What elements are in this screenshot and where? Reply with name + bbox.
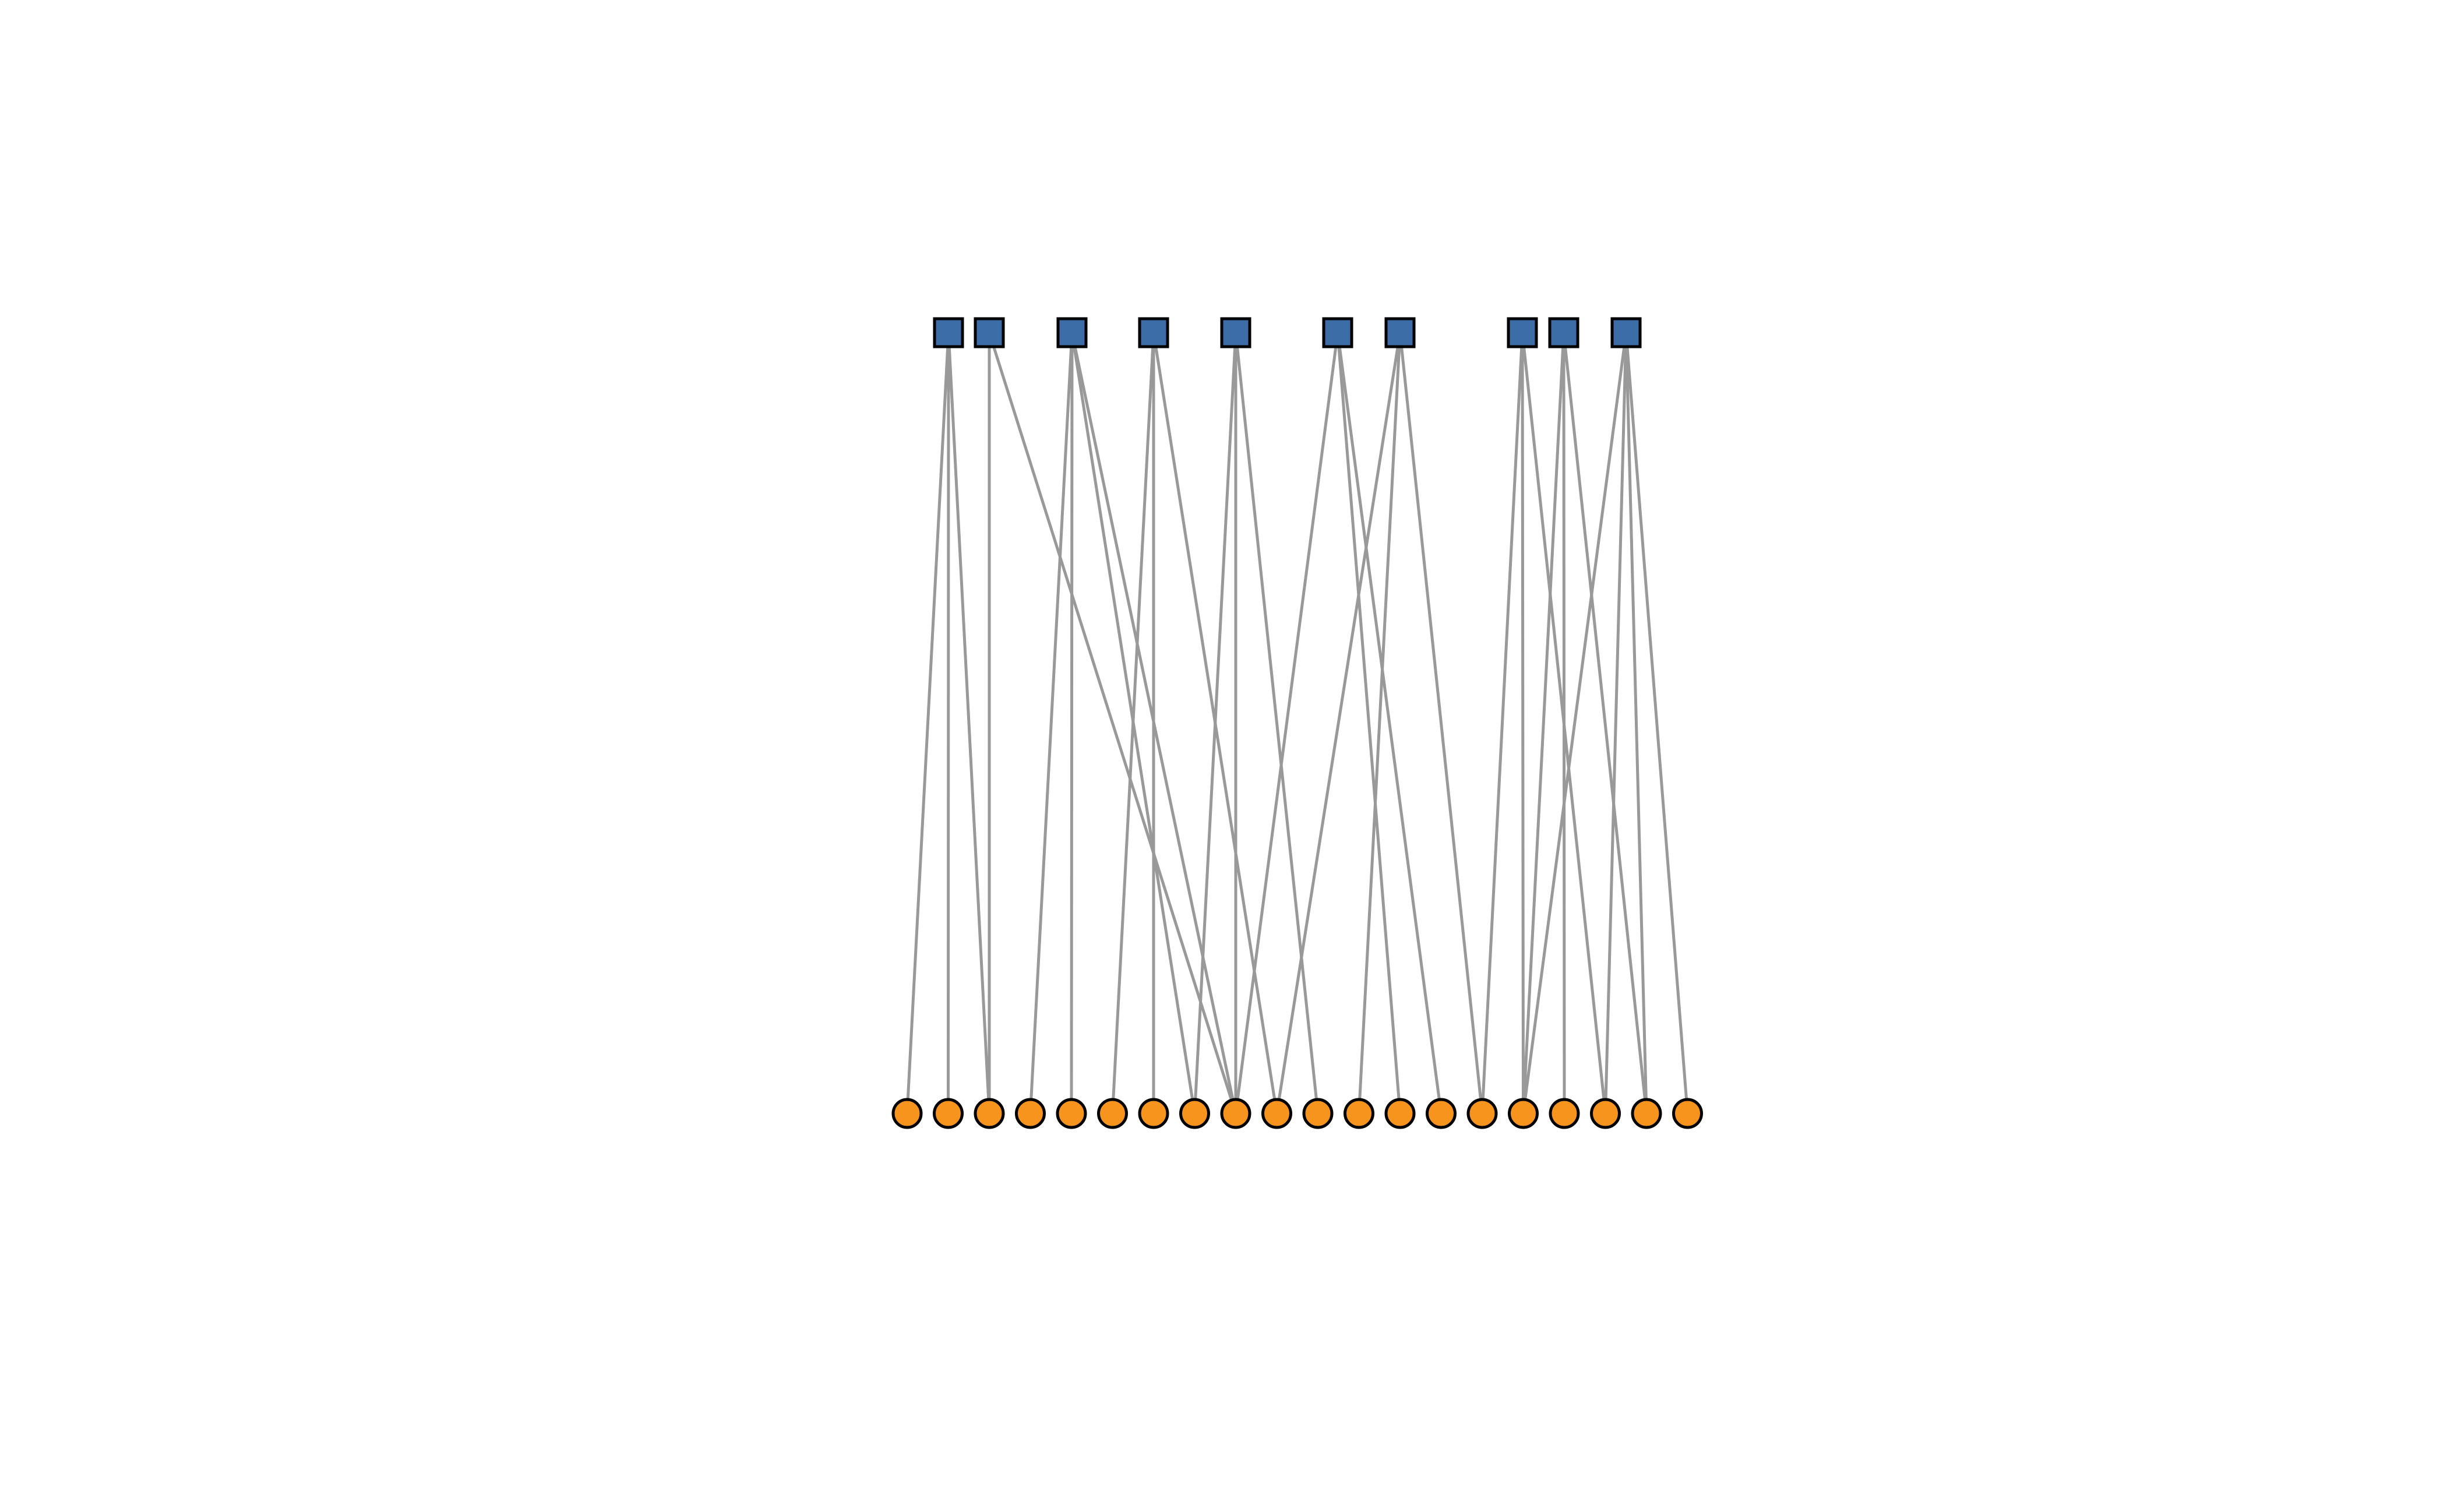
edge-t8-b18: [1562, 332, 1648, 1114]
bottom-node-b8: [1220, 1098, 1251, 1129]
edge-t4-b10: [1234, 332, 1320, 1114]
bottom-node-b0: [891, 1098, 923, 1129]
edge-t8-b15: [1522, 332, 1565, 1114]
top-node-t0: [933, 317, 964, 348]
bottom-node-b6: [1138, 1098, 1169, 1129]
top-node-t6: [1384, 317, 1416, 348]
edge-t6-b14: [1398, 332, 1484, 1114]
top-node-t9: [1610, 317, 1642, 348]
bottom-node-b16: [1549, 1098, 1580, 1129]
edge-layer: [905, 332, 1689, 1114]
top-node-t2: [1056, 317, 1088, 348]
edge-t0-b0: [905, 332, 950, 1114]
top-node-t5: [1322, 317, 1353, 348]
edge-t6-b9: [1275, 332, 1402, 1114]
top-node-layer: [933, 317, 1642, 348]
bottom-node-b7: [1179, 1098, 1210, 1129]
bottom-node-b13: [1426, 1098, 1457, 1129]
top-node-t8: [1548, 317, 1579, 348]
bottom-node-b11: [1344, 1098, 1374, 1129]
edge-t5-b12: [1336, 332, 1402, 1114]
edge-t5-b8: [1234, 332, 1339, 1114]
bottom-node-b17: [1590, 1098, 1621, 1129]
edge-t9-b15: [1522, 332, 1628, 1114]
bottom-node-b1: [933, 1098, 964, 1129]
bottom-node-b14: [1466, 1098, 1498, 1129]
bottom-node-b2: [974, 1098, 1005, 1129]
bottom-node-b19: [1672, 1098, 1703, 1129]
bottom-node-b10: [1302, 1098, 1334, 1129]
edge-t5-b13: [1336, 332, 1443, 1114]
edge-t9-b19: [1624, 332, 1689, 1114]
bottom-node-b18: [1631, 1098, 1662, 1129]
edge-t1-b8: [988, 332, 1237, 1114]
bottom-node-b12: [1384, 1098, 1416, 1129]
edge-t7-b14: [1480, 332, 1524, 1114]
edge-t6-b11: [1358, 332, 1402, 1114]
edge-t0-b2: [947, 332, 991, 1114]
edge-t4-b7: [1193, 332, 1237, 1114]
edge-t7-b15: [1521, 332, 1525, 1114]
bottom-node-layer: [891, 1098, 1703, 1129]
edge-t2-b3: [1029, 332, 1074, 1114]
bottom-node-b5: [1097, 1098, 1128, 1129]
edge-t9-b17: [1604, 332, 1628, 1114]
top-node-t1: [974, 317, 1005, 348]
bottom-node-b4: [1056, 1098, 1087, 1129]
bottom-node-b3: [1015, 1098, 1046, 1129]
top-node-t7: [1507, 317, 1538, 348]
edge-t2-b4: [1070, 332, 1074, 1114]
bottom-node-b9: [1261, 1098, 1292, 1129]
bottom-node-b15: [1508, 1098, 1539, 1129]
top-node-t4: [1220, 317, 1251, 348]
edge-t9-b18: [1624, 332, 1648, 1114]
top-node-t3: [1138, 317, 1169, 348]
edge-t3-b5: [1111, 332, 1155, 1114]
